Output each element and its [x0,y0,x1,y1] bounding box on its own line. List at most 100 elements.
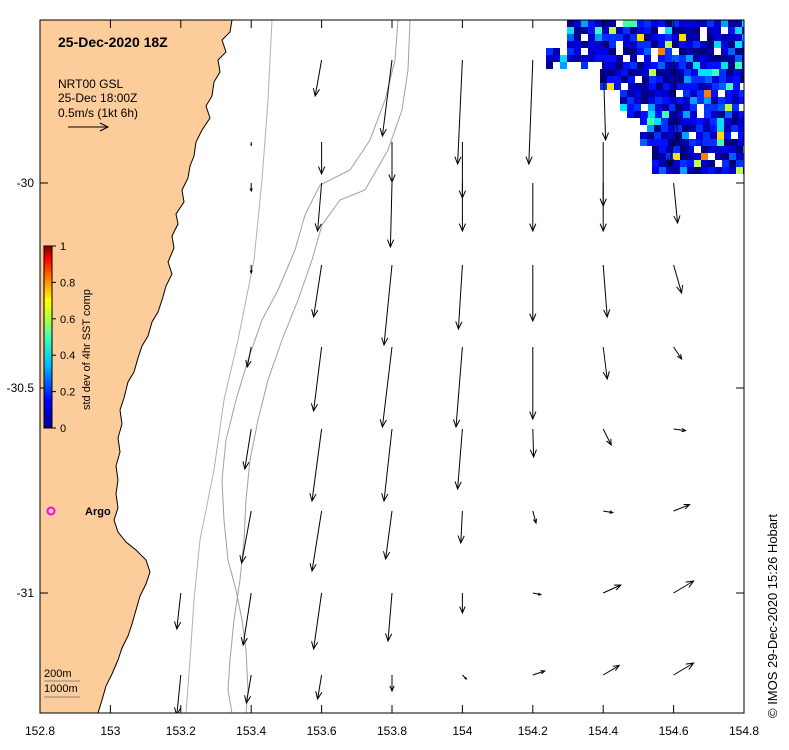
sst-cell [602,34,609,41]
sst-cell [655,90,662,97]
sst-cell [651,41,658,48]
sst-cell [642,83,649,90]
sst-cell [697,97,704,104]
sst-cell [581,62,588,69]
sst-cell [644,34,651,41]
sst-cell [602,62,609,69]
sst-cell [602,20,609,27]
sst-cell [630,48,637,55]
current-arrow [673,503,691,512]
current-arrow [673,580,695,594]
sst-cell [740,69,744,76]
sst-cell [665,48,672,55]
x-tick-label: 153.6 [307,724,337,738]
sst-cell [637,27,644,34]
sst-cell [687,153,694,160]
sst-cell [679,55,686,62]
sst-cell [567,27,574,34]
sst-cell [665,41,672,48]
sst-cell [616,62,623,69]
sst-cell [546,62,553,69]
sst-cell [719,83,726,90]
sst-cell [738,125,744,132]
sst-cell [658,48,665,55]
sst-cell [669,97,676,104]
sst-cell [623,41,630,48]
sst-cell [655,104,662,111]
sst-cell [742,34,744,41]
sst-cell [676,104,683,111]
sst-cell [658,20,665,27]
sst-cell [659,160,666,167]
sst-cell [686,27,693,34]
sst-cell [708,167,715,174]
sst-cell [635,69,642,76]
sst-cell [648,104,655,111]
current-arrow [314,182,323,233]
sst-cell [628,69,635,76]
map-title: 25-Dec-2020 18Z [58,34,168,50]
sst-cell [679,62,686,69]
sst-cell [644,48,651,55]
sst-cell [602,55,609,62]
sst-cell [647,118,654,125]
sst-cell [690,97,697,104]
colorbar-label: std dev of 4hr SST comp [81,289,93,410]
sst-cell [722,160,729,167]
sst-cell [703,125,710,132]
current-arrow [174,592,182,631]
sst-cell [707,34,714,41]
legend-line1: NRT00 GSL [58,77,123,91]
contour-legend: 200m 1000m [44,668,80,698]
sst-cell [654,125,661,132]
sst-cell [621,69,628,76]
x-tick-label: 153.8 [377,724,407,738]
sst-cell [686,34,693,41]
current-arrow [673,662,695,676]
sst-cell [656,69,663,76]
sst-cell [623,20,630,27]
sst-cell [616,55,623,62]
sst-cell [732,104,739,111]
current-arrow [601,59,609,142]
sst-cell [614,69,621,76]
sst-cell [733,69,740,76]
sst-cell [700,41,707,48]
sst-cell [654,132,661,139]
sst-cell [630,20,637,27]
sst-cell [588,20,595,27]
sst-cell [717,125,724,132]
sst-cell [728,20,735,27]
sst-cell [698,76,705,83]
current-arrow [673,264,684,295]
sst-cell [714,41,721,48]
sst-cell [738,139,744,146]
sst-cell [673,146,680,153]
sst-cell [682,139,689,146]
current-arrow [318,142,326,176]
sst-cell [641,97,648,104]
sst-cell [644,62,651,69]
sst-cell [687,146,694,153]
sst-cell [666,153,673,160]
sst-cell [672,62,679,69]
current-arrow [602,428,612,447]
sst-cell [642,69,649,76]
sst-cell [714,62,721,69]
current-arrow [602,664,621,676]
sst-cell [567,48,574,55]
sst-cell [693,34,700,41]
sst-cell [721,48,728,55]
sst-cell [700,62,707,69]
sst-cell [628,83,635,90]
current-arrow [379,346,393,429]
sst-cell [647,139,654,146]
sst-cell [574,34,581,41]
current-arrow [387,182,395,249]
sst-cell [711,104,718,111]
argo-label: Argo [85,506,111,518]
sst-cell [705,83,712,90]
current-arrow [453,346,463,429]
sst-cell [712,83,719,90]
current-arrow [602,584,622,594]
